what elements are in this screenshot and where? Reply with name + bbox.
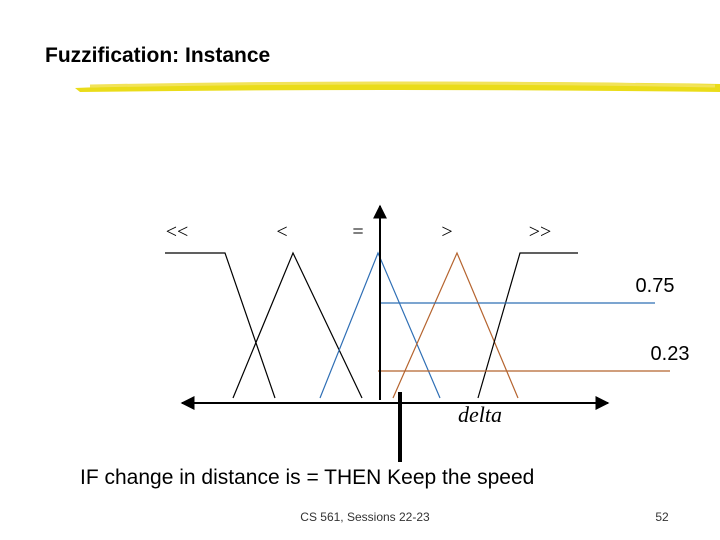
footer-course: CS 561, Sessions 22-23: [300, 510, 430, 524]
rule-text: IF change in distance is = THEN Keep the…: [80, 466, 534, 489]
membership-value: 0.75: [636, 275, 675, 297]
set-label: >>: [529, 221, 552, 243]
axis-label: delta: [458, 402, 502, 427]
set-label: >: [441, 221, 452, 243]
set-label: <: [276, 221, 287, 243]
title-underline-highlight: [89, 81, 716, 88]
set-label: =: [352, 221, 363, 243]
set-label: <<: [166, 221, 189, 243]
membership-very-negative: [165, 252, 276, 399]
membership-positive: [392, 251, 519, 399]
membership-very-positive: [477, 252, 578, 399]
membership-value: 0.23: [651, 343, 690, 365]
membership-zero: [319, 251, 441, 399]
slide-title: Fuzzification: Instance: [45, 44, 270, 67]
page-number: 52: [655, 510, 669, 524]
